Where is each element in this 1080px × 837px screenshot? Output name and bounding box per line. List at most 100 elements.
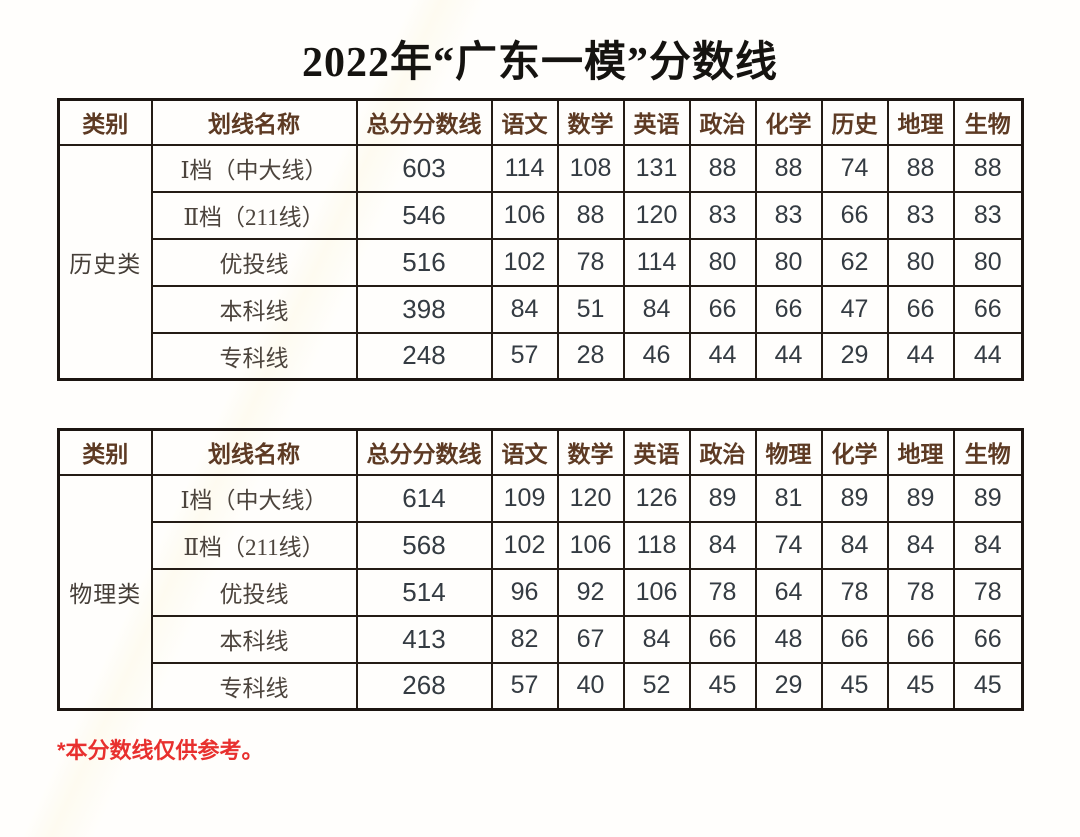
subject-score-cell: 46 bbox=[622, 331, 691, 381]
line-name-cell: Ⅱ档（211线） bbox=[150, 190, 358, 240]
category-cell: 历史类 bbox=[57, 143, 153, 381]
line-name-cell: 专科线 bbox=[150, 331, 358, 381]
subject-score-cell: 131 bbox=[622, 143, 691, 193]
subject-score-cell: 88 bbox=[556, 190, 625, 240]
physics-table-header-row: 类别 划线名称 总分分数线 语文 数学 英语 政治 物理 化学 地理 生物 bbox=[57, 428, 1024, 476]
column-header: 地理 bbox=[886, 428, 955, 476]
line-name-cell: 专科线 bbox=[150, 661, 358, 711]
subject-score-cell: 66 bbox=[952, 614, 1024, 664]
total-score-cell: 603 bbox=[355, 143, 493, 193]
category-cell: 物理类 bbox=[57, 473, 153, 711]
column-header: 划线名称 bbox=[150, 98, 358, 146]
column-header: 英语 bbox=[622, 428, 691, 476]
subject-score-cell: 52 bbox=[622, 661, 691, 711]
column-header: 划线名称 bbox=[150, 428, 358, 476]
column-header: 历史 bbox=[820, 98, 889, 146]
total-score-cell: 568 bbox=[355, 520, 493, 570]
total-score-cell: 413 bbox=[355, 614, 493, 664]
subject-score-cell: 83 bbox=[952, 190, 1024, 240]
line-name-cell: 优投线 bbox=[150, 567, 358, 617]
subject-score-cell: 120 bbox=[556, 473, 625, 523]
line-name-cell: 本科线 bbox=[150, 284, 358, 334]
column-header: 总分分数线 bbox=[355, 428, 493, 476]
subject-score-cell: 62 bbox=[820, 237, 889, 287]
page-title: 2022年“广东一模”分数线 bbox=[301, 40, 778, 86]
column-header: 化学 bbox=[754, 98, 823, 146]
subject-score-cell: 64 bbox=[754, 567, 823, 617]
subject-score-cell: 88 bbox=[886, 143, 955, 193]
subject-score-cell: 51 bbox=[556, 284, 625, 334]
subject-score-cell: 78 bbox=[886, 567, 955, 617]
subject-score-cell: 45 bbox=[688, 661, 757, 711]
subject-score-cell: 106 bbox=[490, 190, 559, 240]
column-header: 英语 bbox=[622, 98, 691, 146]
table-row: Ⅱ档（211线） 546 106 88 120 83 83 66 83 83 bbox=[59, 190, 1024, 240]
column-header: 语文 bbox=[490, 428, 559, 476]
subject-score-cell: 80 bbox=[754, 237, 823, 287]
subject-score-cell: 106 bbox=[622, 567, 691, 617]
subject-score-cell: 78 bbox=[820, 567, 889, 617]
subject-score-cell: 45 bbox=[952, 661, 1024, 711]
total-score-cell: 614 bbox=[355, 473, 493, 523]
table-row: 物理类 Ⅰ档（中大线） 614 109 120 126 89 81 89 89 89 bbox=[57, 473, 1024, 711]
column-header: 物理 bbox=[754, 428, 823, 476]
subject-score-cell: 80 bbox=[952, 237, 1024, 287]
subject-score-cell: 66 bbox=[886, 614, 955, 664]
subject-score-cell: 83 bbox=[886, 190, 955, 240]
column-header: 政治 bbox=[688, 98, 757, 146]
subject-score-cell: 89 bbox=[886, 473, 955, 523]
subject-score-cell: 96 bbox=[490, 567, 559, 617]
subject-score-cell: 78 bbox=[952, 567, 1024, 617]
column-header: 类别 bbox=[57, 98, 153, 146]
history-category-score-table: 类别 划线名称 总分分数线 语文 数学 英语 政治 化学 历史 地理 生物 历史类 Ⅰ档（中大线） 60… bbox=[57, 98, 1024, 382]
column-header: 数学 bbox=[556, 428, 625, 476]
subject-score-cell: 45 bbox=[886, 661, 955, 711]
column-header: 总分分数线 bbox=[355, 98, 493, 146]
column-header: 生物 bbox=[952, 428, 1024, 476]
subject-score-cell: 114 bbox=[490, 143, 559, 193]
subject-score-cell: 108 bbox=[556, 143, 625, 193]
subject-score-cell: 78 bbox=[556, 237, 625, 287]
subject-score-cell: 66 bbox=[688, 284, 757, 334]
column-header: 类别 bbox=[57, 428, 153, 476]
subject-score-cell: 84 bbox=[886, 520, 955, 570]
subject-score-cell: 114 bbox=[622, 237, 691, 287]
line-name-cell: 本科线 bbox=[150, 614, 358, 664]
subject-score-cell: 66 bbox=[754, 284, 823, 334]
line-name-cell: Ⅰ档（中大线） bbox=[150, 473, 358, 523]
subject-score-cell: 29 bbox=[754, 661, 823, 711]
subject-score-cell: 74 bbox=[754, 520, 823, 570]
subject-score-cell: 89 bbox=[820, 473, 889, 523]
subject-score-cell: 28 bbox=[556, 331, 625, 381]
subject-score-cell: 44 bbox=[754, 331, 823, 381]
subject-score-cell: 78 bbox=[688, 567, 757, 617]
subject-score-cell: 84 bbox=[952, 520, 1024, 570]
subject-score-cell: 83 bbox=[754, 190, 823, 240]
table-row: 历史类 Ⅰ档（中大线） 603 114 108 131 88 88 74 88 88 bbox=[57, 143, 1024, 381]
total-score-cell: 398 bbox=[355, 284, 493, 334]
total-score-cell: 546 bbox=[355, 190, 493, 240]
line-name-cell: Ⅱ档（211线） bbox=[150, 520, 358, 570]
subject-score-cell: 66 bbox=[688, 614, 757, 664]
table-row: 优投线 516 102 78 114 80 80 62 80 80 bbox=[59, 237, 1024, 287]
subject-score-cell: 29 bbox=[820, 331, 889, 381]
subject-score-cell: 67 bbox=[556, 614, 625, 664]
subject-score-cell: 102 bbox=[490, 237, 559, 287]
subject-score-cell: 84 bbox=[622, 284, 691, 334]
column-header: 政治 bbox=[688, 428, 757, 476]
subject-score-cell: 45 bbox=[820, 661, 889, 711]
subject-score-cell: 83 bbox=[688, 190, 757, 240]
subject-score-cell: 118 bbox=[622, 520, 691, 570]
subject-score-cell: 120 bbox=[622, 190, 691, 240]
table-row: 本科线 398 84 51 84 66 66 47 66 66 bbox=[59, 284, 1024, 334]
table-row: 专科线 268 57 40 52 45 29 45 45 45 bbox=[59, 661, 1024, 711]
subject-score-cell: 109 bbox=[490, 473, 559, 523]
column-header: 语文 bbox=[490, 98, 559, 146]
total-score-cell: 516 bbox=[355, 237, 493, 287]
column-header: 数学 bbox=[556, 98, 625, 146]
subject-score-cell: 88 bbox=[754, 143, 823, 193]
subject-score-cell: 47 bbox=[820, 284, 889, 334]
subject-score-cell: 57 bbox=[490, 661, 559, 711]
total-score-cell: 268 bbox=[355, 661, 493, 711]
